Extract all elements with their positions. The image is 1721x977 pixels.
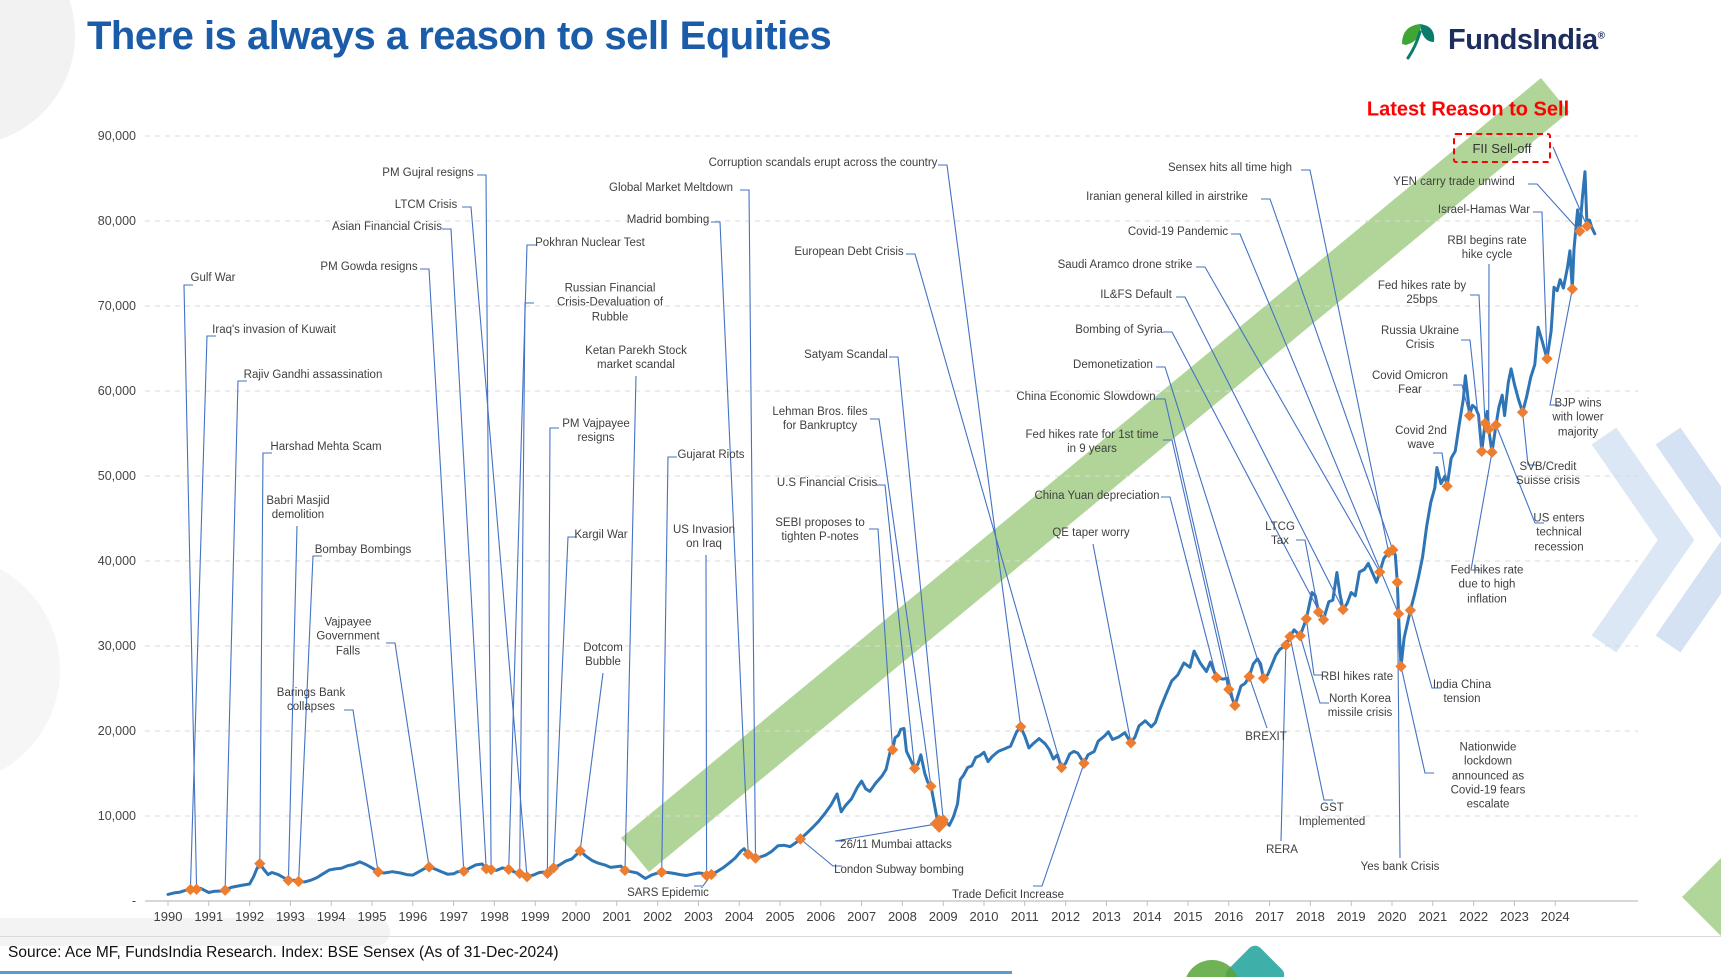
svg-text:2008: 2008 (888, 909, 917, 924)
svg-text:2022: 2022 (1459, 909, 1488, 924)
svg-text:2014: 2014 (1133, 909, 1162, 924)
svg-text:2003: 2003 (684, 909, 713, 924)
bottom-accent-bar (0, 971, 1012, 974)
svg-text:50,000: 50,000 (98, 469, 136, 483)
svg-text:2002: 2002 (643, 909, 672, 924)
svg-text:2011: 2011 (1011, 909, 1039, 924)
page-title: There is always a reason to sell Equitie… (87, 14, 832, 58)
svg-text:2004: 2004 (725, 909, 754, 924)
fii-selloff-label: FII Sell-off (1472, 140, 1532, 156)
svg-text:2006: 2006 (806, 909, 835, 924)
green-wedge-decoration (1682, 858, 1721, 936)
svg-text:60,000: 60,000 (98, 384, 136, 398)
svg-text:2012: 2012 (1051, 909, 1080, 924)
x-axis-ticks (167, 901, 1556, 906)
svg-text:1998: 1998 (480, 909, 509, 924)
green-decoration (1186, 960, 1238, 977)
svg-text:2021: 2021 (1418, 909, 1447, 924)
svg-text:2016: 2016 (1214, 909, 1243, 924)
svg-text:1994: 1994 (317, 909, 346, 924)
svg-text:2018: 2018 (1296, 909, 1325, 924)
teal-decoration (1225, 945, 1285, 977)
svg-text:1997: 1997 (439, 909, 468, 924)
svg-text:1999: 1999 (521, 909, 550, 924)
footer-divider (0, 936, 1721, 937)
chevron-icon (1591, 427, 1695, 653)
corner-blob-bottom-left (0, 918, 390, 946)
svg-text:2007: 2007 (847, 909, 876, 924)
svg-text:2013: 2013 (1092, 909, 1121, 924)
svg-text:1996: 1996 (398, 909, 427, 924)
svg-text:2001: 2001 (602, 909, 631, 924)
svg-text:2015: 2015 (1174, 909, 1203, 924)
svg-text:2020: 2020 (1378, 909, 1407, 924)
svg-text:1990: 1990 (154, 909, 183, 924)
svg-text:2009: 2009 (929, 909, 958, 924)
corner-blob-top-left (0, 0, 75, 140)
svg-text:30,000: 30,000 (98, 639, 136, 653)
logo-wordmark: FundsIndia® (1448, 23, 1605, 56)
svg-text:1992: 1992 (235, 909, 264, 924)
svg-text:70,000: 70,000 (98, 299, 136, 313)
x-axis-labels: 1990 1991 1992 1993 1994 1995 1996 1997 1998 1999… (154, 909, 1570, 924)
svg-text:-: - (132, 894, 136, 908)
svg-text:90,000: 90,000 (98, 129, 136, 143)
svg-text:2010: 2010 (970, 909, 999, 924)
sensex-line (166, 170, 1597, 896)
gridlines (145, 135, 1638, 817)
corner-blob-mid-left (0, 569, 60, 771)
fundsindia-leaf-icon (1402, 24, 1435, 60)
leader-lines (183, 146, 1588, 891)
fundsindia-logo: FundsIndia® (1396, 18, 1605, 62)
svg-text:40,000: 40,000 (98, 554, 136, 568)
y-axis-labels: - 10,000 20,000 30,000 40,000 50,000 60,000 70,… (98, 129, 136, 908)
svg-text:80,000: 80,000 (98, 214, 136, 228)
svg-text:1993: 1993 (276, 909, 305, 924)
svg-text:2005: 2005 (766, 909, 795, 924)
event-markers (184, 220, 1593, 896)
source-note: Source: Ace MF, FundsIndia Research. Ind… (8, 944, 559, 961)
svg-text:2017: 2017 (1255, 909, 1284, 924)
svg-text:2000: 2000 (562, 909, 591, 924)
svg-text:10,000: 10,000 (98, 809, 136, 823)
svg-text:1991: 1991 (194, 909, 223, 924)
svg-text:1995: 1995 (358, 909, 387, 924)
latest-reason-heading: Latest Reason to Sell (1366, 98, 1570, 121)
svg-text:2024: 2024 (1541, 909, 1570, 924)
registered-mark: ® (1597, 29, 1605, 41)
chevron-icon (1655, 427, 1721, 653)
svg-text:20,000: 20,000 (98, 724, 136, 738)
svg-text:2023: 2023 (1500, 909, 1529, 924)
fii-selloff-callout-box: FII Sell-off (1453, 133, 1551, 163)
svg-text:2019: 2019 (1337, 909, 1366, 924)
trend-band (620, 78, 1570, 872)
